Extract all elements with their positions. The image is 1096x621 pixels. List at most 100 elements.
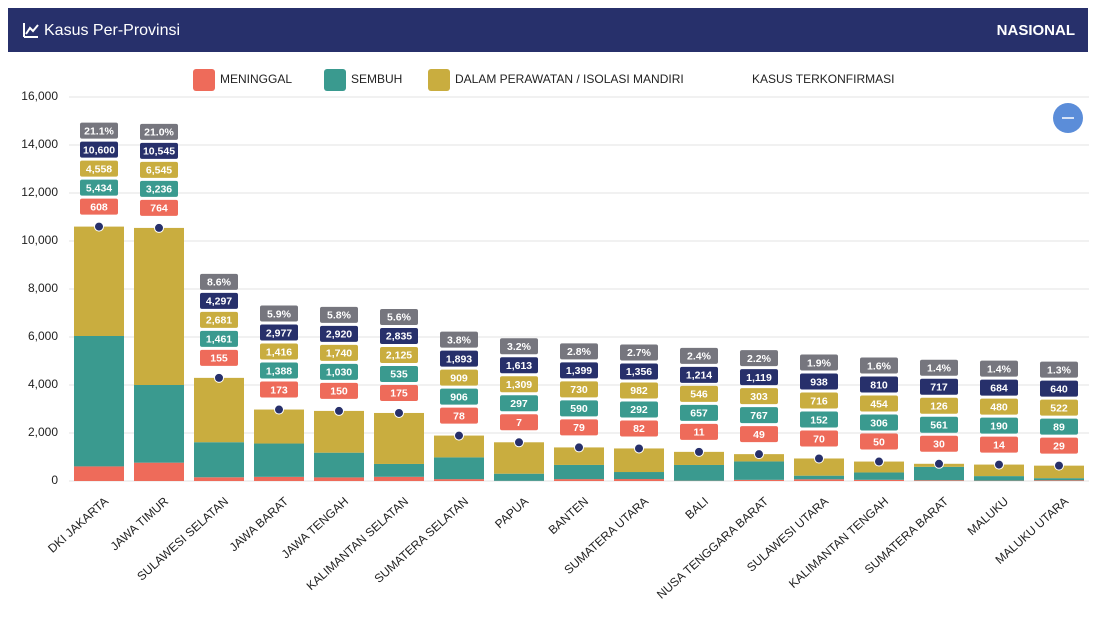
- share-label-box: [800, 354, 838, 371]
- data-label-box: [500, 395, 538, 412]
- bar-segment: [794, 479, 844, 481]
- legend-label: MENINGGAL: [220, 72, 292, 86]
- data-label: 155: [210, 353, 228, 365]
- data-label-box: [920, 416, 958, 433]
- data-label-box: [140, 180, 178, 197]
- confirmed-dot: [394, 407, 404, 418]
- x-tick-label: NUSA TENGGARA BARAT: [654, 494, 772, 602]
- data-label: 14: [993, 439, 1005, 451]
- bar-segment: [734, 461, 784, 480]
- data-label-box: [680, 385, 718, 402]
- share-label-box: [380, 308, 418, 325]
- data-label-box: [200, 349, 238, 366]
- bar-segment: [254, 476, 304, 481]
- confirmed-label: 938: [810, 376, 828, 388]
- share-label: 5.6%: [387, 312, 412, 324]
- data-label-box: [200, 311, 238, 328]
- share-label-box: [680, 347, 718, 364]
- confirmed-label: 1,613: [506, 360, 532, 372]
- bar-segment: [494, 473, 544, 481]
- data-label: 2,681: [206, 315, 232, 327]
- bar-segment: [374, 463, 424, 477]
- y-tick-label: 0: [51, 473, 58, 487]
- confirmed-dot: [874, 456, 884, 467]
- bar-segment: [374, 412, 424, 464]
- data-label-box: [320, 382, 358, 399]
- bar-segment: [674, 451, 724, 465]
- data-label: 1,416: [266, 346, 292, 358]
- data-label: 590: [570, 403, 588, 415]
- data-label: 657: [690, 408, 708, 420]
- share-label-box: [80, 122, 118, 139]
- data-label: 30: [933, 439, 945, 451]
- bar-segment: [494, 442, 544, 474]
- y-tick-label: 16,000: [21, 89, 58, 103]
- data-label-box: [500, 414, 538, 431]
- legend-swatch: [428, 69, 450, 91]
- data-label: 297: [510, 398, 528, 410]
- data-label: 190: [990, 420, 1008, 432]
- confirmed-label: 4,297: [206, 296, 232, 308]
- share-label: 1.9%: [807, 357, 832, 369]
- confirmed-dot: [214, 372, 224, 383]
- bar-segment: [74, 466, 124, 481]
- confirmed-label: 1,356: [626, 366, 652, 378]
- bar-segment: [1034, 480, 1084, 481]
- data-label: 7: [516, 417, 522, 429]
- confirmed-label-box: [560, 362, 598, 379]
- data-label: 6,545: [146, 165, 172, 177]
- data-label-box: [560, 400, 598, 417]
- bar-segment: [854, 479, 904, 481]
- legend-label: DALAM PERAWATAN / ISOLASI MANDIRI: [455, 72, 684, 86]
- data-label-box: [440, 369, 478, 386]
- data-label: 150: [330, 386, 348, 398]
- share-label-box: [620, 344, 658, 361]
- share-label: 1.6%: [867, 360, 892, 372]
- confirmed-label-box: [260, 324, 298, 341]
- header-scope[interactable]: NASIONAL: [997, 22, 1075, 39]
- x-tick-label: DKI JAKARTA: [45, 494, 111, 555]
- legend-label: SEMBUH: [351, 72, 402, 86]
- legend-swatch: [324, 69, 346, 91]
- share-label: 2.8%: [567, 346, 592, 358]
- data-label-box: [620, 420, 658, 437]
- data-label: 716: [810, 395, 828, 407]
- bar-segment: [254, 409, 304, 444]
- data-label: 11: [693, 427, 704, 439]
- share-label: 2.4%: [687, 351, 712, 363]
- share-label-box: [440, 331, 478, 348]
- data-label: 1,388: [266, 365, 292, 377]
- confirmed-label-box: [140, 142, 178, 159]
- data-label-box: [860, 433, 898, 450]
- x-tick-label: BANTEN: [546, 494, 592, 537]
- bar-segment: [134, 462, 184, 481]
- bar-segment: [914, 466, 964, 481]
- share-label: 5.9%: [267, 308, 292, 320]
- share-label: 3.2%: [507, 341, 532, 353]
- bar-segment: [194, 442, 244, 478]
- bar-segment: [194, 477, 244, 481]
- share-label-box: [980, 360, 1018, 377]
- confirmed-label-box: [800, 373, 838, 390]
- data-label: 78: [453, 410, 465, 422]
- share-label: 21.1%: [84, 125, 114, 137]
- confirmed-label-box: [860, 376, 898, 393]
- confirmed-label-box: [380, 327, 418, 344]
- confirmed-dot: [814, 453, 824, 464]
- share-label: 1.4%: [987, 363, 1012, 375]
- data-label-box: [140, 161, 178, 178]
- data-label-box: [80, 198, 118, 215]
- share-label-box: [920, 359, 958, 376]
- data-label: 1,030: [326, 367, 352, 379]
- data-label: 764: [150, 203, 168, 215]
- bar-segment: [674, 464, 724, 481]
- confirmed-dot: [934, 458, 944, 469]
- confirmed-dot: [454, 430, 464, 441]
- data-label: 767: [750, 410, 768, 422]
- data-label: 4,558: [86, 163, 112, 175]
- data-label: 306: [870, 417, 888, 429]
- confirmed-label-box: [500, 357, 538, 374]
- share-label-box: [500, 338, 538, 355]
- data-label-box: [140, 199, 178, 216]
- y-tick-label: 14,000: [21, 137, 58, 151]
